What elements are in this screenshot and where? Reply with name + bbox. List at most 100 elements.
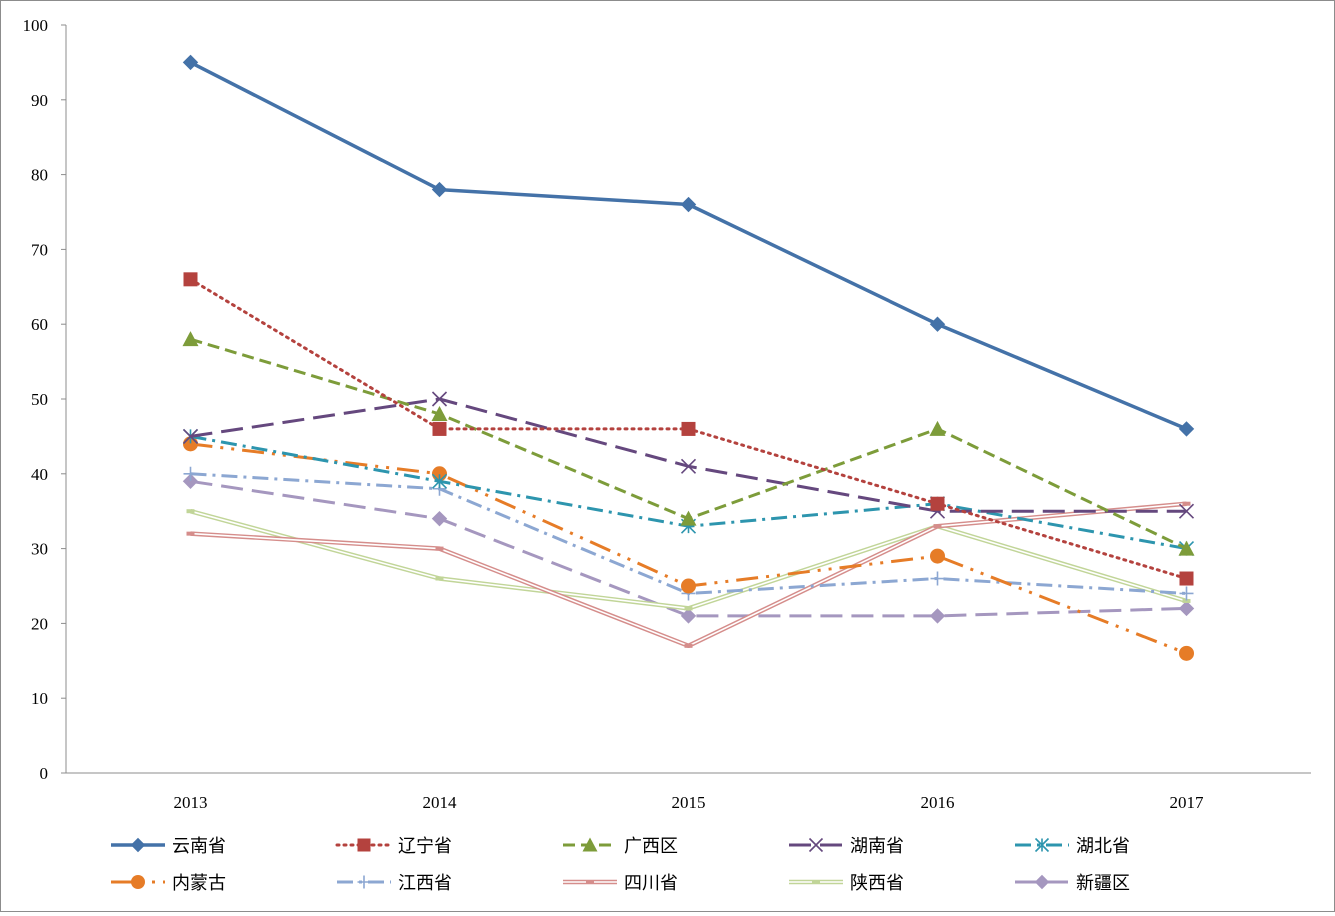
series-0: [182, 54, 1195, 437]
y-tick-label: 30: [31, 540, 48, 559]
data-point-marker: [182, 473, 199, 489]
data-point-marker: [929, 608, 946, 624]
x-tick-label: 2017: [1170, 793, 1205, 812]
legend-label: 湖北省: [1076, 836, 1130, 857]
data-point-marker: [1178, 421, 1195, 437]
legend-item: 新疆区: [1015, 873, 1130, 894]
x-tick-label: 2013: [174, 793, 208, 812]
data-point-marker: [186, 531, 195, 536]
data-point-marker: [431, 405, 448, 421]
series-line: [190, 397, 1187, 513]
legend-item: 江西省: [337, 873, 452, 894]
series-line: [189, 60, 1188, 431]
data-point-marker: [431, 510, 448, 527]
series-9: [182, 473, 1195, 624]
data-point-marker: [1179, 586, 1194, 601]
legend-item: 内蒙古: [111, 873, 226, 894]
legend-label: 陕西省: [850, 873, 904, 894]
legend-item: 陕西省: [789, 873, 904, 894]
legend-label: 湖南省: [850, 836, 904, 857]
data-point-marker: [681, 578, 696, 594]
data-point-marker: [929, 420, 946, 436]
data-point-marker: [1034, 874, 1050, 890]
legend-label: 云南省: [172, 836, 226, 857]
legend-item: 湖北省: [1015, 836, 1130, 857]
legend-item: 湖南省: [789, 836, 904, 857]
legend-item: 广西区: [563, 836, 678, 857]
data-point-marker: [183, 466, 198, 481]
series-1: [183, 272, 1194, 586]
legend-label: 新疆区: [1076, 873, 1130, 894]
data-point-marker: [182, 428, 199, 444]
data-point-marker: [186, 509, 195, 514]
data-point-marker: [933, 524, 942, 529]
data-point-marker: [808, 837, 824, 853]
axes: 0 10 20 30 40 50 60 70 80 90 100 2013 2014 2015 2016 20…: [23, 16, 1311, 812]
x-tick-label: 2015: [672, 793, 706, 812]
legend-label: 四川省: [624, 873, 678, 894]
data-point-marker: [1178, 600, 1195, 617]
data-point-marker: [1179, 571, 1194, 586]
y-tick-label: 50: [31, 390, 48, 409]
data-point-marker: [680, 510, 697, 526]
data-point-marker: [435, 546, 444, 551]
y-tick-label: 20: [31, 614, 48, 633]
data-point-marker: [930, 548, 945, 564]
legend-label: 内蒙古: [172, 873, 226, 894]
x-tick-label: 2016: [921, 793, 955, 812]
y-tick-label: 80: [31, 166, 48, 185]
y-tick-label: 10: [31, 689, 48, 708]
data-point-marker: [812, 880, 820, 884]
data-point-marker: [1182, 598, 1191, 603]
series-2: [182, 331, 1195, 556]
data-point-marker: [432, 421, 447, 436]
data-point-marker: [182, 331, 199, 347]
y-tick-label: 70: [31, 240, 48, 259]
data-point-marker: [684, 643, 693, 648]
data-point-marker: [1179, 645, 1194, 661]
data-point-marker: [357, 838, 371, 852]
data-point-marker: [1034, 837, 1050, 853]
series-3: [182, 391, 1195, 519]
y-tick-label: 90: [31, 91, 48, 110]
data-point-marker: [681, 421, 696, 436]
legend-label: 江西省: [398, 873, 452, 894]
legend-item: 四川省: [563, 873, 678, 894]
y-tick-label: 100: [23, 16, 49, 35]
legend-label: 广西区: [624, 836, 678, 857]
data-point-marker: [183, 272, 198, 287]
legend-item: 云南省: [111, 836, 226, 857]
data-point-marker: [431, 391, 448, 407]
data-point-marker: [586, 880, 594, 884]
x-tick-label: 2014: [423, 793, 458, 812]
legend-label: 辽宁省: [398, 836, 452, 857]
y-tick-label: 60: [31, 315, 48, 334]
data-point-marker: [930, 496, 945, 511]
data-point-marker: [1182, 501, 1191, 506]
series-lines: [182, 54, 1195, 661]
data-point-marker: [357, 875, 371, 889]
data-point-marker: [930, 571, 945, 586]
data-point-marker: [435, 576, 444, 581]
data-point-marker: [130, 837, 146, 853]
data-point-marker: [929, 316, 946, 332]
data-point-marker: [1178, 540, 1195, 556]
series-4: [182, 428, 1195, 557]
data-point-marker: [582, 837, 598, 852]
y-tick-label: 40: [31, 465, 48, 484]
data-point-marker: [1178, 503, 1195, 519]
legend-item: 辽宁省: [335, 836, 452, 857]
y-tick-label: 0: [40, 764, 49, 783]
data-point-marker: [182, 54, 199, 71]
data-point-marker: [680, 196, 697, 213]
data-point-marker: [431, 181, 448, 198]
data-point-marker: [431, 473, 448, 489]
data-point-marker: [684, 606, 693, 611]
data-point-marker: [131, 875, 145, 889]
data-point-marker: [680, 608, 697, 624]
data-point-marker: [680, 458, 697, 474]
series-line: [190, 479, 1187, 618]
